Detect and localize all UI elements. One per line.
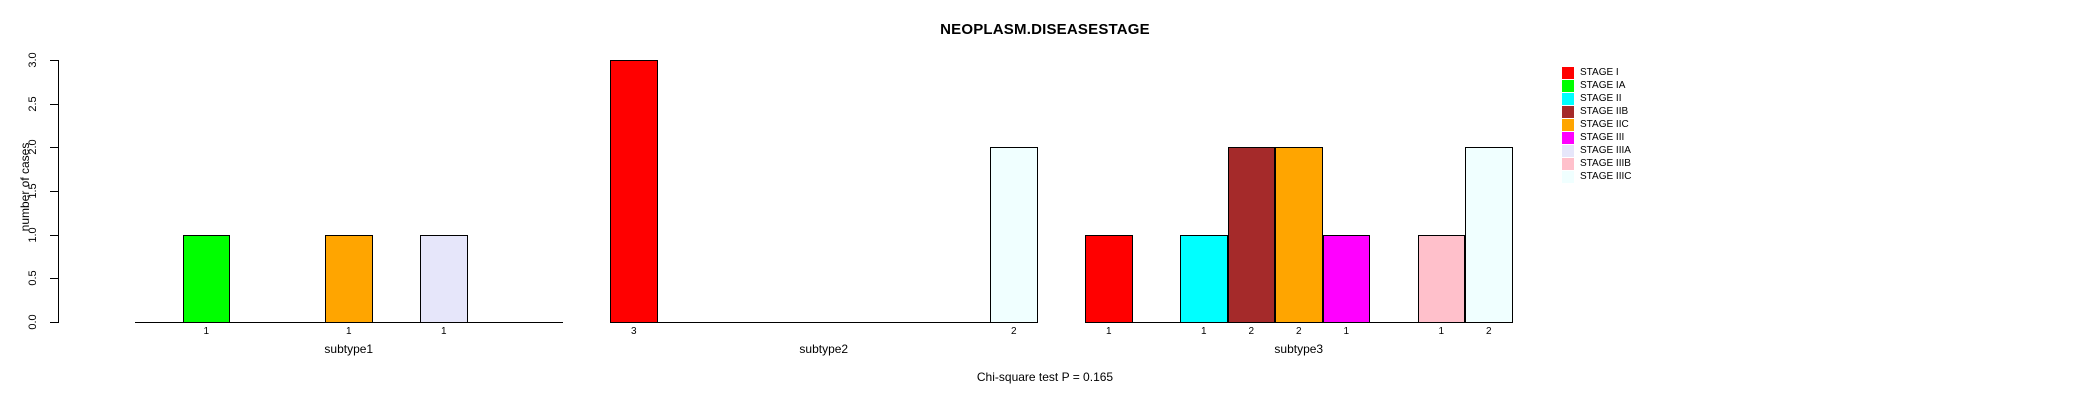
y-axis-line xyxy=(58,60,59,323)
bar-count-label: 1 xyxy=(1343,326,1350,337)
bar-count-label: 1 xyxy=(1200,326,1207,337)
legend-swatch-icon xyxy=(1562,170,1574,183)
legend-swatch-icon xyxy=(1562,118,1574,131)
bar xyxy=(182,234,230,323)
legend-item: STAGE II xyxy=(1562,92,1632,105)
x-axis-group-label: subtype1 xyxy=(324,342,374,356)
bar-count-label: 2 xyxy=(1010,326,1017,337)
legend-item: STAGE IIB xyxy=(1562,105,1632,118)
legend-label: STAGE IIB xyxy=(1580,106,1629,117)
legend-swatch-icon xyxy=(1562,105,1574,118)
bar xyxy=(1085,234,1133,323)
legend-label: STAGE IIIA xyxy=(1580,145,1631,156)
bar xyxy=(1322,234,1370,323)
legend-swatch-icon xyxy=(1562,144,1574,157)
y-axis-tick xyxy=(50,191,58,192)
chi-square-note: Chi-square test P = 0.165 xyxy=(976,370,1114,384)
y-axis-tick xyxy=(50,60,58,61)
legend-swatch-icon xyxy=(1562,92,1574,105)
bar-count-label: 3 xyxy=(630,326,637,337)
y-axis-tick-label: 2.5 xyxy=(27,96,39,112)
legend-swatch-icon xyxy=(1562,66,1574,79)
legend-swatch-icon xyxy=(1562,79,1574,92)
bar xyxy=(1465,147,1513,323)
bar-count-label: 1 xyxy=(1105,326,1112,337)
y-axis-tick-label: 1.5 xyxy=(27,183,39,199)
bar xyxy=(420,234,468,323)
bar-count-label: 2 xyxy=(1248,326,1255,337)
bar xyxy=(1227,147,1275,323)
legend-label: STAGE IA xyxy=(1580,80,1626,91)
y-axis-tick-label: 0.5 xyxy=(27,270,39,286)
bar-count-label: 2 xyxy=(1295,326,1302,337)
legend-label: STAGE I xyxy=(1580,67,1619,78)
bar xyxy=(610,60,658,323)
legend-item: STAGE IIIB xyxy=(1562,157,1632,170)
legend-swatch-icon xyxy=(1562,157,1574,170)
legend-item: STAGE IA xyxy=(1562,79,1632,92)
bar-count-label: 1 xyxy=(345,326,352,337)
legend-item: STAGE IIIC xyxy=(1562,170,1632,183)
bar-count-label: 1 xyxy=(203,326,210,337)
y-axis-tick xyxy=(50,103,58,105)
legend: STAGE I STAGE IA STAGE II STAGE IIB STAGE II… xyxy=(1562,66,1632,183)
chart-title: NEOPLASM.DISEASESTAGE xyxy=(940,21,1150,38)
y-axis-tick xyxy=(50,278,58,280)
bar xyxy=(1180,234,1228,323)
legend-item: STAGE IIC xyxy=(1562,118,1632,131)
legend-label: STAGE IIIC xyxy=(1580,171,1632,182)
y-axis-tick-label: 0.0 xyxy=(27,314,39,330)
x-axis-group-label: subtype2 xyxy=(799,342,849,356)
legend-swatch-icon xyxy=(1562,131,1574,144)
legend-item: STAGE IIIA xyxy=(1562,144,1632,157)
y-axis-tick xyxy=(50,322,58,323)
bar xyxy=(1275,147,1323,323)
legend-label: STAGE IIC xyxy=(1580,119,1629,130)
x-axis-baseline xyxy=(610,322,1038,323)
y-axis-tick xyxy=(50,147,58,149)
y-axis-tick-label: 3.0 xyxy=(27,52,39,68)
legend-label: STAGE IIIB xyxy=(1580,158,1631,169)
bar-count-label: 1 xyxy=(1438,326,1445,337)
x-axis-group-label: subtype3 xyxy=(1274,342,1324,356)
bar xyxy=(1417,234,1465,323)
y-axis-tick xyxy=(50,234,58,236)
bar-count-label: 2 xyxy=(1485,326,1492,337)
legend-label: STAGE III xyxy=(1580,132,1625,143)
legend-item: STAGE III xyxy=(1562,131,1632,144)
legend-item: STAGE I xyxy=(1562,66,1632,79)
legend-label: STAGE II xyxy=(1580,93,1622,104)
y-axis-tick-label: 2.0 xyxy=(27,139,39,155)
bar xyxy=(990,147,1038,323)
bar xyxy=(325,234,373,323)
bar-count-label: 1 xyxy=(440,326,447,337)
y-axis-tick-label: 1.0 xyxy=(27,227,39,243)
